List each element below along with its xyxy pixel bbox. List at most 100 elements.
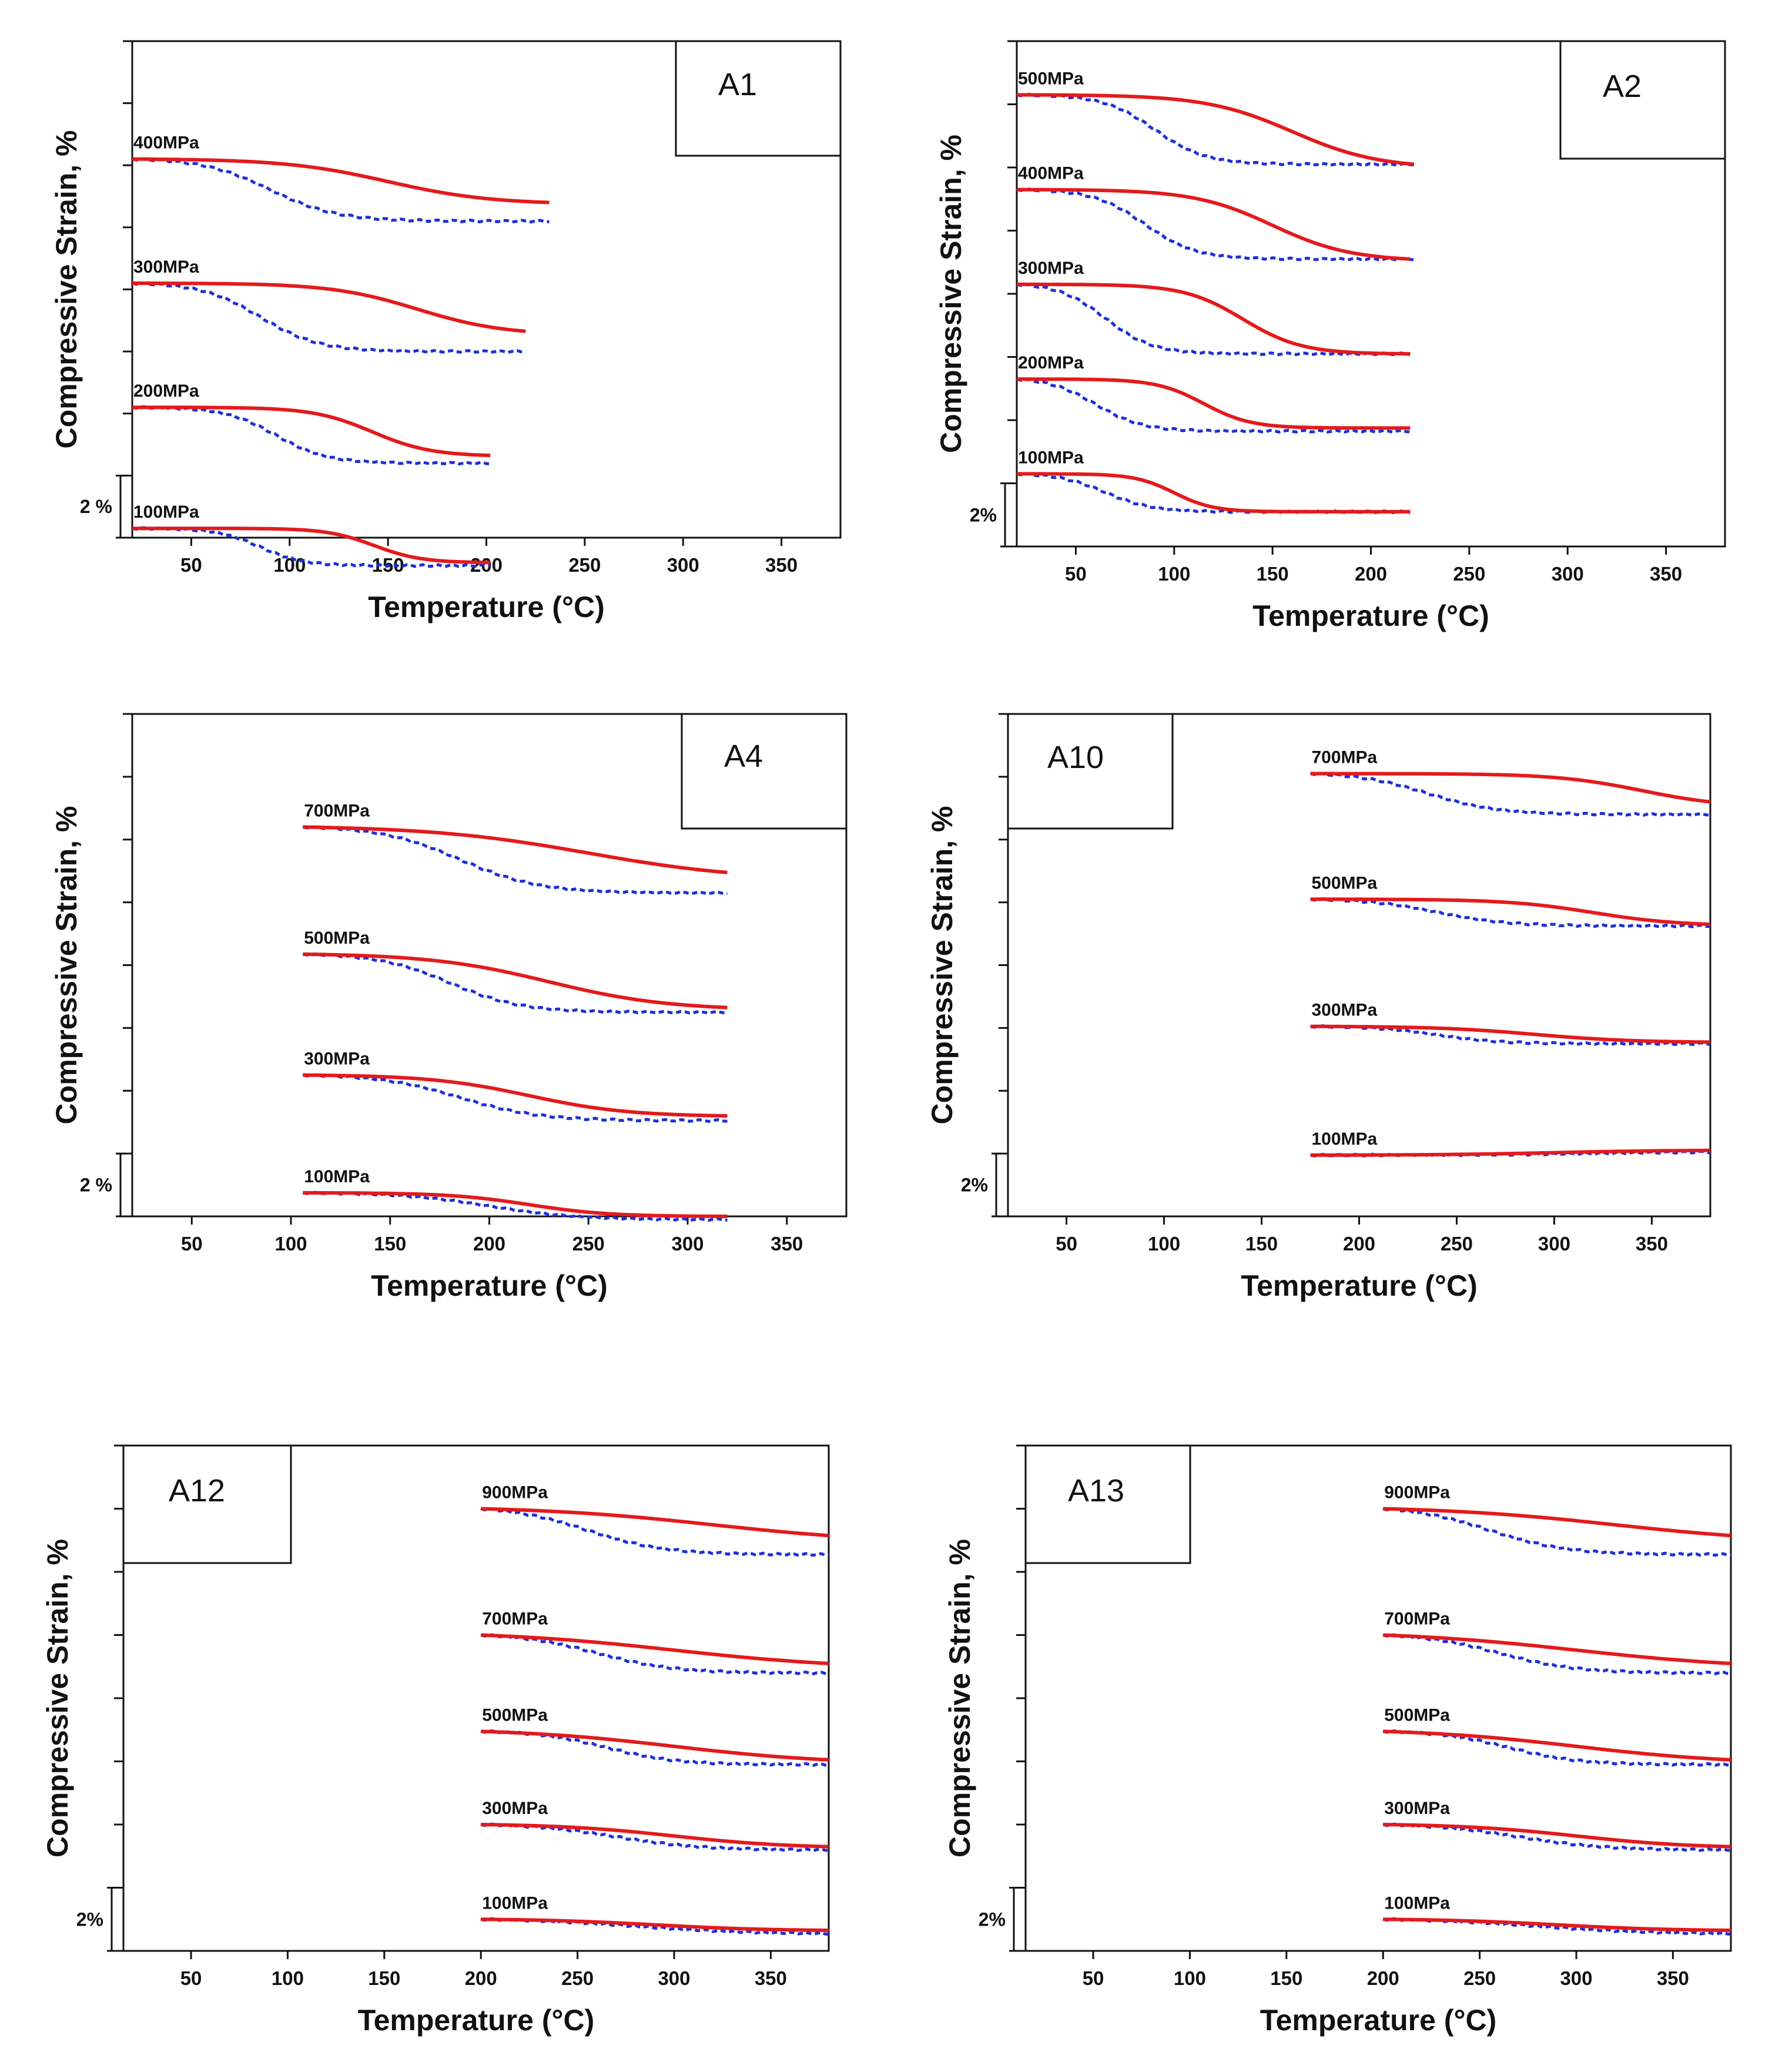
curve-label: 700MPa [304, 801, 370, 820]
y-axis-title: Compressive Strain, % [943, 1539, 976, 1857]
x-axis-title: Temperature (°C) [358, 2004, 594, 2037]
red-solid-curve [481, 1633, 829, 1665]
series-100mpa: 100MPa [480, 1893, 829, 1936]
red-solid-curve [132, 405, 491, 457]
red-solid-curve [1383, 1633, 1731, 1665]
panel-label: A12 [169, 1473, 225, 1508]
red-solid-curve [481, 1917, 829, 1933]
x-tick-label: 350 [771, 1233, 803, 1255]
red-solid-curve [303, 825, 728, 874]
curve-label: 100MPa [304, 1167, 370, 1186]
blue-dotted-curve [302, 1073, 728, 1123]
x-axis-title: Temperature (°C) [371, 1269, 607, 1302]
series-300mpa: 300MPa [1309, 1001, 1711, 1047]
red-solid-curve [481, 1729, 829, 1762]
blue-dotted-curve [1016, 187, 1415, 261]
curve-label: 400MPa [1018, 164, 1084, 183]
x-tick-label: 50 [1065, 563, 1087, 585]
series-900mpa: 900MPa [480, 1483, 829, 1557]
blue-dotted-curve [132, 157, 550, 224]
curve-label: 100MPa [482, 1893, 548, 1913]
series-100mpa: 100MPa [132, 502, 491, 568]
series-200mpa: 200MPa [1016, 353, 1411, 434]
x-tick-label: 50 [1083, 1967, 1104, 1989]
series-700mpa: 700MPa [1382, 1609, 1731, 1675]
blue-dotted-curve [1382, 1507, 1731, 1557]
x-tick-label: 350 [1636, 1233, 1668, 1255]
blue-dotted-curve [132, 281, 526, 354]
series-500mpa: 500MPa [1309, 873, 1711, 928]
blue-dotted-curve [132, 405, 491, 466]
x-tick-label: 50 [1056, 1233, 1077, 1255]
series-200mpa: 200MPa [132, 381, 491, 466]
x-tick-label: 250 [572, 1233, 605, 1255]
x-tick-label: 300 [1552, 563, 1584, 585]
blue-dotted-curve [480, 1633, 829, 1675]
blue-dotted-curve [1016, 283, 1411, 357]
blue-dotted-curve [1382, 1822, 1731, 1852]
series-300mpa: 300MPa [1382, 1799, 1731, 1852]
y-axis-title: Compressive Strain, % [926, 806, 959, 1125]
curve-label: 500MPa [1312, 873, 1378, 893]
curve-label: 300MPa [133, 257, 199, 277]
series-700mpa: 700MPa [480, 1609, 829, 1675]
x-tick-label: 100 [273, 554, 306, 576]
red-solid-curve [132, 527, 491, 565]
x-tick-label: 350 [1650, 563, 1682, 585]
series-700mpa: 700MPa [302, 801, 728, 896]
x-tick-label: 150 [1245, 1233, 1278, 1255]
panel-label-box [1559, 40, 1726, 160]
blue-dotted-curve [480, 1822, 829, 1852]
red-solid-curve [1017, 282, 1411, 356]
curve-label: 700MPa [482, 1609, 548, 1629]
series-100mpa: 100MPa [1382, 1893, 1731, 1936]
x-tick-label: 100 [1158, 563, 1190, 585]
scale-bar-label: 2% [979, 1909, 1006, 1930]
curve-label: 100MPa [1384, 1893, 1450, 1913]
series-400mpa: 400MPa [1016, 164, 1415, 261]
red-solid-curve [1310, 772, 1711, 804]
red-solid-curve [1017, 187, 1411, 261]
series-500mpa: 500MPa [1016, 69, 1415, 167]
series-900mpa: 900MPa [1382, 1483, 1731, 1557]
red-solid-curve [1017, 93, 1415, 166]
curve-label: 200MPa [1018, 353, 1084, 373]
blue-dotted-curve [1309, 1024, 1711, 1047]
curve-label: 300MPa [1312, 1001, 1378, 1020]
scale-bar-label: 2% [76, 1909, 103, 1930]
x-tick-label: 100 [274, 1233, 307, 1255]
blue-dotted-curve [1309, 897, 1711, 928]
series-400mpa: 400MPa [132, 133, 550, 224]
red-solid-curve [1017, 472, 1411, 514]
scale-bar-label: 2% [961, 1175, 988, 1196]
x-tick-label: 50 [180, 554, 202, 576]
red-solid-curve [303, 1191, 728, 1218]
curve-label: 500MPa [1018, 69, 1084, 88]
red-solid-curve [1017, 377, 1411, 430]
curve-label: 500MPa [482, 1705, 548, 1725]
x-tick-label: 300 [1560, 1967, 1592, 1989]
y-axis-title: Compressive Strain, % [50, 806, 83, 1125]
red-solid-curve [132, 157, 550, 204]
panel-label-box [1007, 713, 1174, 830]
blue-dotted-curve [302, 825, 728, 896]
curve-label: 100MPa [1312, 1129, 1378, 1149]
curve-label: 900MPa [1384, 1483, 1450, 1503]
blue-dotted-curve [480, 1507, 829, 1557]
x-axis-title: Temperature (°C) [1252, 599, 1489, 632]
x-axis-title: Temperature (°C) [1241, 1269, 1477, 1302]
panel-label: A4 [724, 739, 763, 774]
curve-label: 100MPa [1018, 448, 1084, 467]
x-tick-label: 250 [1453, 563, 1485, 585]
series-300mpa: 300MPa [302, 1049, 728, 1123]
curve-label: 300MPa [1018, 259, 1084, 278]
x-tick-label: 50 [180, 1967, 202, 1989]
curve-label: 400MPa [133, 133, 199, 153]
blue-dotted-curve [1382, 1633, 1731, 1675]
series-500mpa: 500MPa [1382, 1705, 1731, 1767]
red-solid-curve [1383, 1917, 1731, 1933]
x-tick-label: 150 [1270, 1967, 1302, 1989]
series-100mpa: 100MPa [1310, 1129, 1711, 1158]
blue-dotted-curve [302, 952, 728, 1015]
